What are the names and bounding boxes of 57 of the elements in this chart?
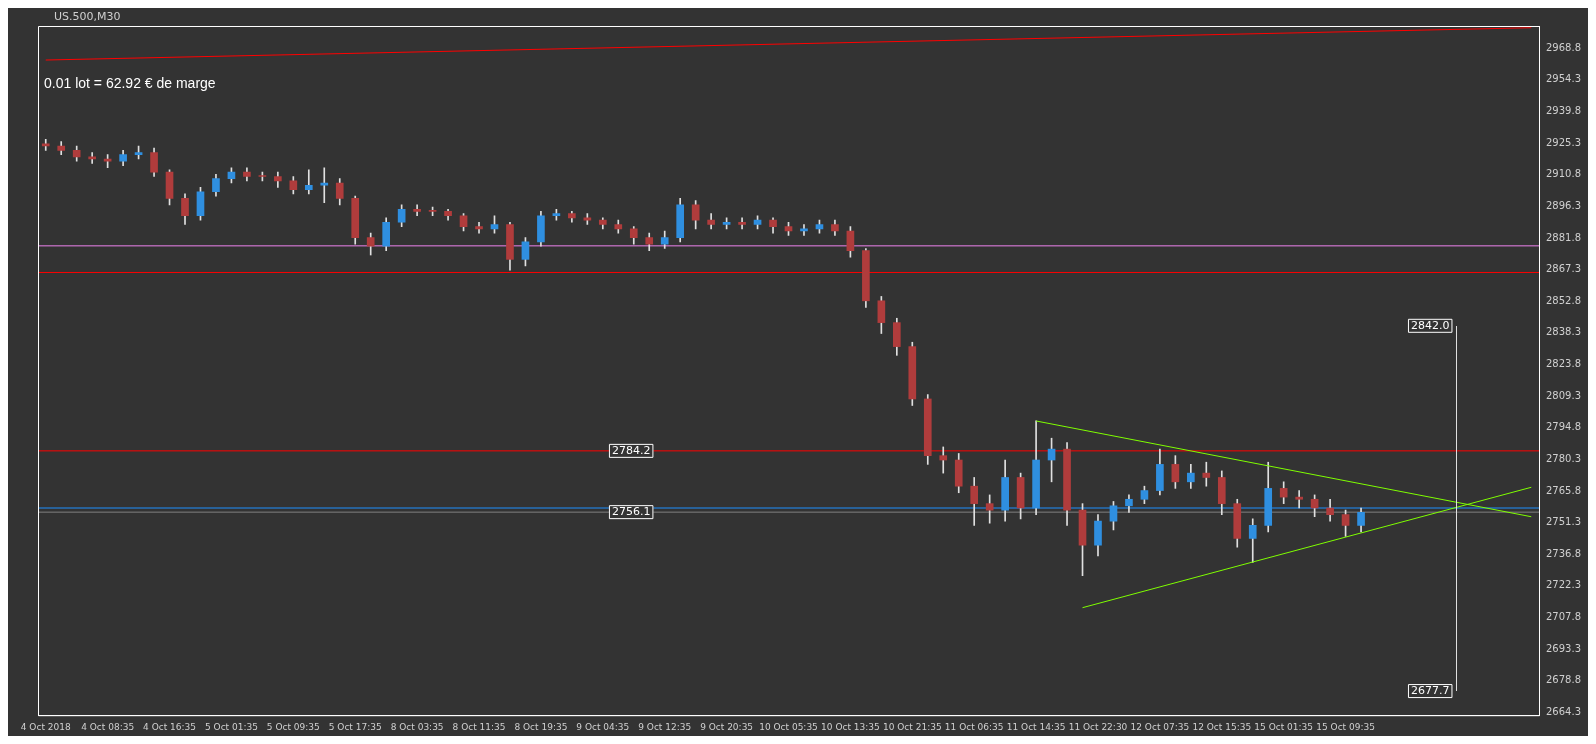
x-tick-label: 15 Oct 01:35 xyxy=(1254,721,1314,732)
x-tick-label: 12 Oct 07:35 xyxy=(1130,721,1190,732)
x-tick-label: 4 Oct 2018 xyxy=(20,721,71,732)
y-tick-label: 2678.8 xyxy=(1546,674,1582,686)
y-tick-label: 2838.3 xyxy=(1546,326,1582,338)
annotation: 0.01 lot = 62.92 € de marge xyxy=(44,74,216,91)
x-tick-label: 8 Oct 03:35 xyxy=(390,721,444,732)
y-tick-label: 2954.3 xyxy=(1546,73,1582,85)
x-tick-label: 5 Oct 17:35 xyxy=(328,721,382,732)
annotation: 2842.0 xyxy=(1410,318,1450,332)
x-tick-label: 11 Oct 06:35 xyxy=(944,721,1004,732)
candlestick xyxy=(1295,490,1303,509)
candlestick xyxy=(475,221,483,234)
x-tick-label: 8 Oct 11:35 xyxy=(452,721,506,732)
y-tick-label: 2736.8 xyxy=(1546,547,1582,559)
y-tick-label: 2809.3 xyxy=(1546,389,1582,401)
y-tick-label: 2896.3 xyxy=(1546,199,1582,211)
x-tick-label: 4 Oct 08:35 xyxy=(81,721,135,732)
x-tick-label: 11 Oct 14:35 xyxy=(1006,721,1066,732)
x-tick-label: 5 Oct 09:35 xyxy=(266,721,320,732)
y-tick-label: 2852.8 xyxy=(1546,294,1582,306)
ref-line-label: 2784.2 xyxy=(611,443,651,457)
x-tick-label: 10 Oct 05:35 xyxy=(759,721,818,732)
y-tick-label: 2968.8 xyxy=(1546,41,1582,53)
x-tick-label: 10 Oct 13:35 xyxy=(821,721,880,732)
candlestick xyxy=(320,167,329,203)
x-tick-label: 5 Oct 01:35 xyxy=(204,721,258,732)
candlestick xyxy=(304,169,313,195)
y-tick-label: 2707.8 xyxy=(1546,611,1582,623)
y-tick-label: 2664.3 xyxy=(1546,705,1582,717)
x-tick-label: 15 Oct 09:35 xyxy=(1316,721,1375,732)
x-tick-label: 8 Oct 19:35 xyxy=(514,721,568,732)
ref-line-label: 2756.1 xyxy=(611,505,651,519)
y-tick-label: 2780.3 xyxy=(1546,452,1582,464)
y-tick-label: 2751.3 xyxy=(1546,516,1582,528)
chart-title: US.500,M30 xyxy=(54,10,121,24)
y-tick-label: 2693.3 xyxy=(1546,642,1582,654)
x-tick-label: 11 Oct 22:30 xyxy=(1068,721,1128,732)
y-tick-label: 2765.8 xyxy=(1546,484,1582,496)
y-tick-label: 2881.8 xyxy=(1546,231,1582,243)
x-tick-label: 10 Oct 21:35 xyxy=(882,721,942,732)
candlestick xyxy=(41,139,50,151)
y-tick-label: 2910.8 xyxy=(1546,168,1582,180)
candlestick xyxy=(1202,461,1211,487)
x-tick-label: 12 Oct 15:35 xyxy=(1192,721,1252,732)
x-tick-label: 9 Oct 12:35 xyxy=(638,721,692,732)
x-tick-label: 9 Oct 20:35 xyxy=(700,721,754,732)
y-tick-label: 2925.3 xyxy=(1546,136,1582,148)
x-tick-label: 9 Oct 04:35 xyxy=(576,721,630,732)
x-tick-label: 4 Oct 16:35 xyxy=(143,721,197,732)
candlestick xyxy=(939,446,948,474)
y-tick-label: 2823.8 xyxy=(1546,358,1582,370)
y-tick-label: 2939.8 xyxy=(1546,105,1582,117)
y-tick-label: 2794.8 xyxy=(1546,421,1582,433)
annotation: 2677.7 xyxy=(1410,683,1450,697)
y-tick-label: 2722.3 xyxy=(1546,579,1582,591)
y-tick-label: 2867.3 xyxy=(1546,263,1582,275)
